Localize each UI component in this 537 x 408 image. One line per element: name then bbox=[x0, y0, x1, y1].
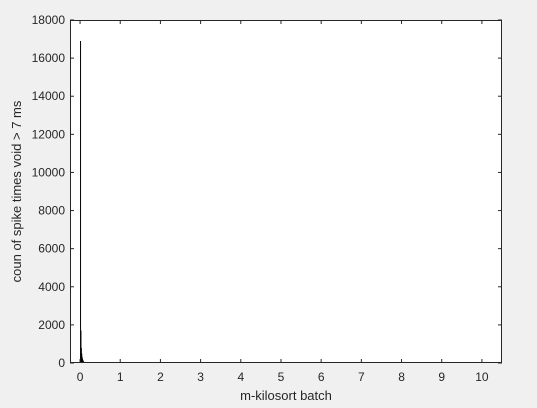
y-tick-label: 4000 bbox=[38, 280, 65, 294]
y-tick-label: 12000 bbox=[32, 127, 66, 141]
x-tick-label: 1 bbox=[117, 370, 124, 384]
x-tick-label: 0 bbox=[77, 370, 84, 384]
y-tick-label: 14000 bbox=[32, 89, 66, 103]
y-tick-label: 8000 bbox=[38, 204, 65, 218]
y-axis-label: coun of spike times void > 7 ms bbox=[9, 100, 24, 282]
x-tick-label: 3 bbox=[197, 370, 204, 384]
y-tick-label: 18000 bbox=[32, 13, 66, 27]
axes-box bbox=[70, 20, 502, 363]
x-tick-label: 5 bbox=[278, 370, 285, 384]
y-tick-label: 6000 bbox=[38, 242, 65, 256]
y-tick-label: 0 bbox=[58, 356, 65, 370]
x-axis-label: m-kilosort batch bbox=[240, 388, 332, 403]
x-tick-label: 7 bbox=[358, 370, 365, 384]
x-tick-label: 2 bbox=[157, 370, 164, 384]
y-axis-ticks: 0 2000 4000 6000 8000 10000 12000 14000 16000 180… bbox=[32, 13, 502, 370]
y-tick-label: 2000 bbox=[38, 318, 65, 332]
y-tick-label: 16000 bbox=[32, 51, 66, 65]
x-tick-label: 4 bbox=[237, 370, 244, 384]
bar bbox=[80, 40, 82, 363]
x-tick-label: 6 bbox=[318, 370, 325, 384]
y-tick-label: 10000 bbox=[32, 165, 66, 179]
x-tick-label: 9 bbox=[438, 370, 445, 384]
plot-area bbox=[70, 20, 502, 363]
x-tick-label: 8 bbox=[398, 370, 405, 384]
x-tick-label: 10 bbox=[475, 370, 489, 384]
x-axis-ticks: 0 1 2 3 4 5 6 7 8 9 10 bbox=[77, 20, 489, 384]
bar bbox=[80, 330, 82, 363]
